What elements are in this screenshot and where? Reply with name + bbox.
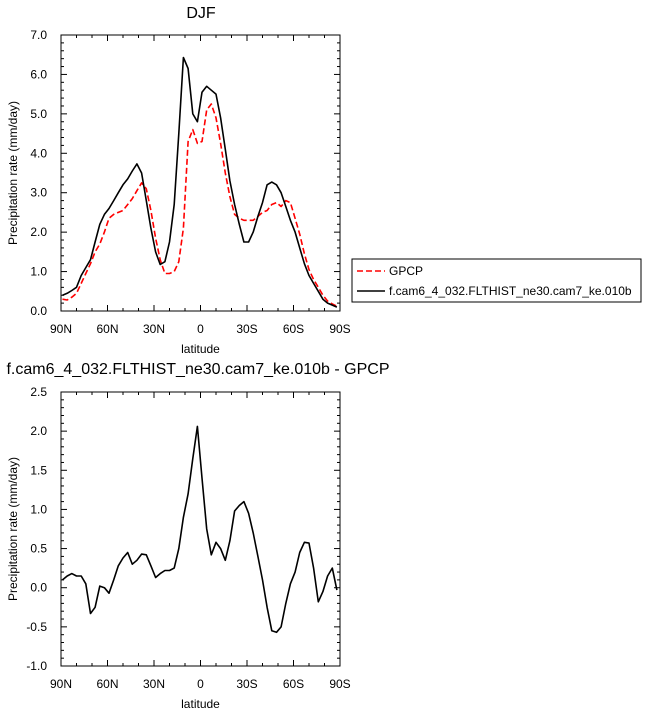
plot-series <box>62 56 338 308</box>
x-tick-label: 0 <box>197 322 204 336</box>
legend-label-gpcp: GPCP <box>389 264 423 278</box>
y-tick-label: -1.0 <box>26 659 47 673</box>
y-tick-label: 6.0 <box>30 67 47 81</box>
y-axis-label: Precipitation rate (mm/day) <box>6 457 20 601</box>
y-tick-label: -0.5 <box>26 620 47 634</box>
y-tick-label: 2.5 <box>30 385 47 399</box>
x-axis-label: latitude <box>181 697 220 711</box>
legend: GPCP f.cam6_4_032.FLTHIST_ne30.cam7_ke.0… <box>351 258 642 303</box>
series-line-gpcp <box>62 103 338 308</box>
y-tick-label: 2.0 <box>30 225 47 239</box>
x-tick-label: 60S <box>283 322 304 336</box>
x-tick-label: 60N <box>96 677 118 691</box>
x-tick-label: 90N <box>50 677 72 691</box>
x-tick-label: 90N <box>50 322 72 336</box>
series-line-model <box>62 56 338 308</box>
legend-label-model: f.cam6_4_032.FLTHIST_ne30.cam7_ke.010b <box>389 284 632 298</box>
y-tick-label: 1.0 <box>30 502 47 516</box>
panel-difference: f.cam6_4_032.FLTHIST_ne30.cam7_ke.010b -… <box>6 361 390 711</box>
axis-ticks: 90N 60N 30N 0 30S 60S 90S -1.0 -0.5 0.0 0.5 1.0 1.5 2… <box>26 385 350 691</box>
y-tick-label: 2.0 <box>30 424 47 438</box>
plot-frame <box>60 34 341 312</box>
y-tick-label: 3.0 <box>30 186 47 200</box>
y-tick-label: 5.0 <box>30 107 47 121</box>
y-tick-label: 0.0 <box>30 304 47 318</box>
x-tick-label: 60S <box>283 677 304 691</box>
y-axis-label: Precipitation rate (mm/day) <box>6 101 20 245</box>
plot-series <box>61 425 338 634</box>
chart-title: f.cam6_4_032.FLTHIST_ne30.cam7_ke.010b -… <box>6 361 389 378</box>
x-tick-label: 0 <box>197 677 204 691</box>
y-tick-label: 7.0 <box>30 28 47 42</box>
chart-title: DJF <box>186 5 216 22</box>
x-axis-label: latitude <box>181 342 220 356</box>
x-tick-label: 30S <box>236 677 257 691</box>
x-tick-label: 30N <box>143 322 165 336</box>
x-tick-label: 90S <box>329 322 350 336</box>
axis-ticks: 90N 60N 30N 0 30S 60S 90S 0.0 1.0 2.0 3.0 4.0 5.0 6.0… <box>30 28 350 336</box>
x-tick-label: 90S <box>329 677 350 691</box>
panel-climatology: DJF 90N 60N 30N 0 30S 60S 90S 0.0 1.0 2.0 3.0 4.0 5.… <box>6 5 351 356</box>
y-tick-label: 1.0 <box>30 265 47 279</box>
plot-frame <box>60 391 341 667</box>
legend-box <box>351 258 642 303</box>
series-line-difference <box>61 425 338 634</box>
x-tick-label: 30N <box>143 677 165 691</box>
x-tick-label: 30S <box>236 322 257 336</box>
x-tick-label: 60N <box>96 322 118 336</box>
y-tick-label: 0.5 <box>30 542 47 556</box>
y-tick-label: 0.0 <box>30 581 47 595</box>
y-tick-label: 4.0 <box>30 146 47 160</box>
y-tick-label: 1.5 <box>30 463 47 477</box>
